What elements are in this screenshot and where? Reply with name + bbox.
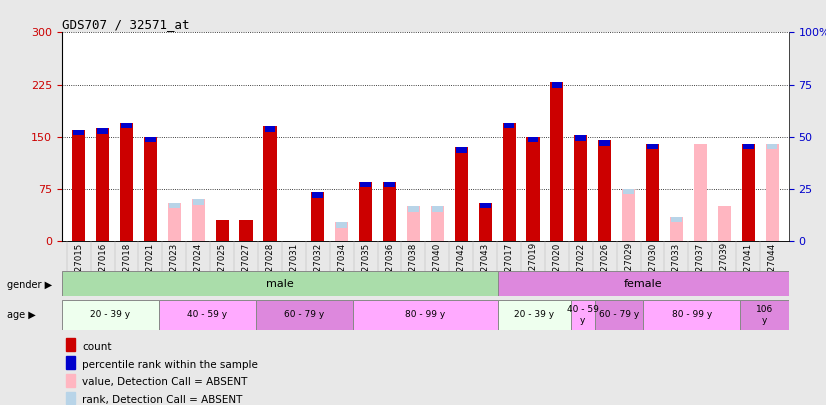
- Bar: [360, 182, 371, 188]
- Bar: [168, 203, 181, 241]
- Bar: [502, 123, 515, 241]
- Bar: [431, 206, 444, 241]
- Bar: [74, 130, 84, 135]
- Bar: [740, 300, 789, 330]
- Bar: [480, 203, 491, 208]
- Bar: [192, 199, 204, 205]
- Bar: [72, 130, 85, 241]
- Bar: [643, 300, 740, 330]
- Bar: [263, 126, 277, 241]
- Bar: [65, 339, 75, 351]
- Bar: [65, 374, 75, 386]
- Bar: [62, 271, 498, 296]
- Bar: [169, 203, 180, 208]
- Bar: [159, 300, 256, 330]
- Bar: [526, 137, 539, 241]
- Bar: [571, 300, 595, 330]
- Bar: [96, 128, 109, 241]
- Bar: [767, 144, 777, 149]
- Bar: [550, 83, 563, 241]
- Text: 20 - 39 y: 20 - 39 y: [515, 310, 554, 320]
- Text: 80 - 99 y: 80 - 99 y: [406, 310, 445, 320]
- Text: 40 - 59
y: 40 - 59 y: [567, 305, 599, 324]
- Bar: [670, 217, 683, 241]
- Bar: [144, 137, 157, 241]
- Text: 40 - 59 y: 40 - 59 y: [188, 310, 227, 320]
- Bar: [576, 135, 586, 141]
- Bar: [383, 182, 396, 241]
- Bar: [264, 126, 275, 132]
- Bar: [216, 220, 229, 241]
- Bar: [622, 189, 635, 241]
- Text: rank, Detection Call = ABSENT: rank, Detection Call = ABSENT: [83, 395, 243, 405]
- Text: 20 - 39 y: 20 - 39 y: [90, 310, 131, 320]
- Bar: [65, 356, 75, 369]
- Bar: [408, 206, 419, 212]
- Bar: [456, 147, 467, 153]
- Bar: [384, 182, 395, 188]
- Bar: [552, 83, 563, 88]
- Bar: [145, 136, 156, 142]
- Bar: [598, 140, 611, 241]
- Bar: [718, 206, 731, 241]
- Text: count: count: [83, 342, 112, 352]
- Bar: [432, 206, 443, 212]
- Text: 60 - 79 y: 60 - 79 y: [284, 310, 325, 320]
- Bar: [121, 123, 132, 128]
- Bar: [120, 123, 133, 241]
- Bar: [624, 189, 634, 194]
- Text: GDS707 / 32571_at: GDS707 / 32571_at: [62, 18, 189, 31]
- Text: 80 - 99 y: 80 - 99 y: [672, 310, 712, 320]
- Bar: [478, 203, 491, 241]
- Bar: [694, 144, 707, 241]
- Bar: [742, 144, 755, 241]
- Bar: [595, 300, 643, 330]
- Bar: [97, 128, 108, 134]
- Text: female: female: [624, 279, 662, 289]
- Bar: [600, 140, 610, 146]
- Bar: [498, 271, 789, 296]
- Text: gender ▶: gender ▶: [7, 280, 52, 290]
- Text: male: male: [266, 279, 294, 289]
- Bar: [574, 135, 587, 241]
- Bar: [743, 144, 753, 149]
- Text: age ▶: age ▶: [7, 310, 36, 320]
- Bar: [671, 217, 681, 222]
- Bar: [311, 192, 325, 241]
- Bar: [336, 222, 347, 228]
- Bar: [646, 144, 659, 241]
- Bar: [454, 147, 468, 241]
- Bar: [65, 392, 75, 404]
- Bar: [256, 300, 353, 330]
- Bar: [498, 300, 571, 330]
- Bar: [62, 300, 159, 330]
- Bar: [766, 144, 779, 241]
- Bar: [407, 206, 420, 241]
- Text: 60 - 79 y: 60 - 79 y: [599, 310, 639, 320]
- Bar: [353, 300, 498, 330]
- Text: value, Detection Call = ABSENT: value, Detection Call = ABSENT: [83, 377, 248, 387]
- Text: percentile rank within the sample: percentile rank within the sample: [83, 360, 259, 370]
- Bar: [647, 144, 658, 149]
- Bar: [359, 182, 373, 241]
- Bar: [766, 144, 779, 241]
- Text: 106
y: 106 y: [756, 305, 773, 324]
- Bar: [528, 136, 539, 142]
- Bar: [312, 192, 323, 198]
- Bar: [335, 222, 349, 241]
- Bar: [192, 199, 205, 241]
- Bar: [504, 123, 515, 128]
- Bar: [240, 220, 253, 241]
